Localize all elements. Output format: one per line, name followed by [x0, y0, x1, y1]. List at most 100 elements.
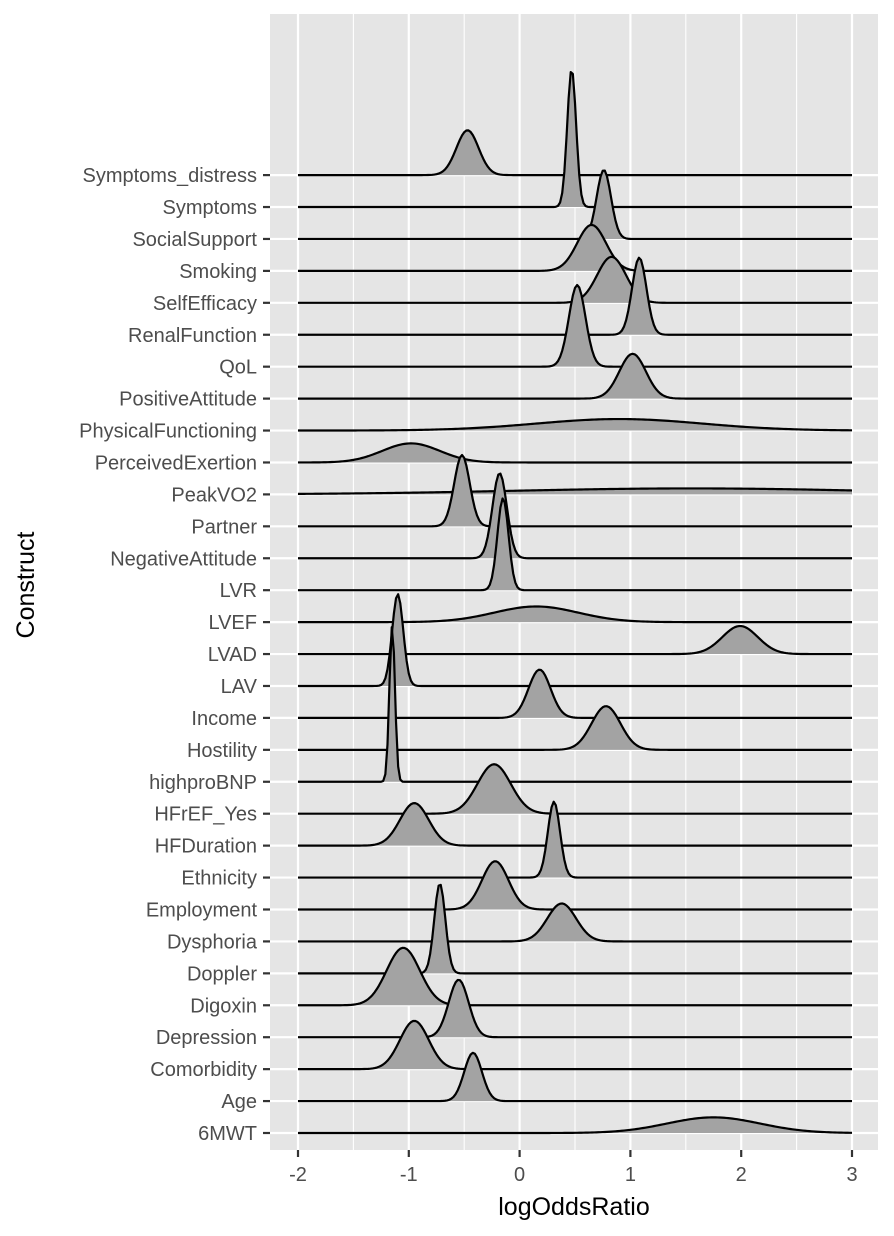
ridge-QoL [298, 283, 852, 368]
y-tick-label: LVEF [208, 612, 257, 634]
ridge-outline [298, 763, 852, 815]
y-axis-title: Construct [12, 531, 40, 638]
y-tick-label: LAV [221, 676, 258, 698]
y-tick-label: NegativeAttitude [110, 548, 257, 570]
ridge-outline [298, 417, 853, 432]
x-tick-label: -2 [289, 1164, 307, 1186]
ridge-outline [298, 497, 852, 592]
x-tick-label: 2 [736, 1164, 747, 1186]
y-tick-label: LVAD [208, 644, 257, 666]
ridge-outline [298, 1051, 852, 1103]
x-axis-title: logOddsRatio [498, 1193, 649, 1221]
y-tick-label: Digoxin [190, 995, 257, 1017]
y-tick-label: Ethnicity [181, 868, 257, 890]
ridge-PerceivedExertion [298, 442, 852, 464]
ridge-PositiveAttitude [298, 352, 852, 400]
y-tick-label: PerceivedExertion [95, 452, 257, 474]
y-tick-label: Partner [191, 516, 257, 538]
ridges [297, 70, 853, 1135]
ridge-LVEF [298, 605, 852, 624]
ridge-outline [298, 169, 852, 241]
ridge-outline [298, 1019, 852, 1071]
y-tick-label: Doppler [187, 963, 257, 985]
ridge-outline [298, 802, 852, 847]
ridge-Depression [298, 978, 852, 1039]
ridge-outline [298, 902, 852, 943]
x-tick-label: 0 [514, 1164, 525, 1186]
x-tick-label: 1 [625, 1164, 636, 1186]
ridge-NegativeAttitude [298, 472, 852, 560]
x-axis: -2 -1 0 1 2 3 [289, 1150, 858, 1186]
x-tick-label: 3 [846, 1164, 857, 1186]
y-tick-label: Hostility [187, 740, 257, 762]
ridge-6MWT [298, 1116, 853, 1135]
y-axis: 6MWT Age Comorbidity Depression Digoxin Doppl… [79, 165, 270, 1145]
ridge-Digoxin [298, 946, 852, 1007]
y-tick-label: HFrEF_Yes [154, 804, 257, 826]
ridge-PeakVO2 [297, 487, 853, 495]
ridge-Comorbidity [298, 1019, 852, 1071]
ridge-Ethnicity [298, 800, 852, 879]
ridge-outline [298, 453, 852, 528]
ridge-fill [298, 903, 852, 942]
ridge-outline [298, 860, 852, 911]
ridge-LVR [298, 497, 852, 592]
ridge-outline [298, 626, 852, 783]
y-tick-label: Income [191, 708, 257, 730]
ridge-outline [298, 442, 852, 464]
y-tick-label: Dysphoria [167, 931, 258, 953]
y-tick-label: Depression [156, 1027, 257, 1049]
ridge-SocialSupport [298, 169, 852, 241]
ridge-HFDuration [298, 802, 852, 847]
ridge-outline [298, 800, 852, 879]
y-tick-label: Employment [146, 899, 258, 921]
ridge-fill [298, 606, 852, 623]
ridge-fill [298, 1020, 852, 1070]
ridge-outline [298, 223, 852, 272]
y-tick-label: PositiveAttitude [119, 389, 257, 411]
y-tick-label: Symptoms [163, 197, 257, 219]
ridge-highproBNP [298, 626, 852, 783]
ridge-fill [298, 1117, 852, 1133]
ridge-PhysicalFunctioning [298, 417, 853, 432]
ridge-fill [298, 285, 852, 367]
ridge-outline [298, 472, 852, 560]
y-tick-label: highproBNP [149, 772, 257, 794]
ridge-outline [298, 1116, 853, 1135]
ridge-outline [298, 605, 852, 624]
ridge-fill [298, 803, 852, 846]
ridge-outline [298, 946, 852, 1007]
y-tick-label: Smoking [179, 261, 257, 283]
ridge-outline [298, 283, 852, 368]
ridge-Dysphoria [298, 902, 852, 943]
y-tick-label: PeakVO2 [171, 484, 257, 506]
ridge-Employment [298, 860, 852, 911]
ridge-HFrEF_Yes [298, 763, 852, 815]
ridge-fill [298, 443, 852, 463]
ridge-Partner [298, 453, 852, 528]
ridge-fill [298, 947, 852, 1006]
ridge-outline [298, 352, 852, 400]
y-tick-label: RenalFunction [128, 325, 257, 347]
ridge-fill [298, 626, 852, 655]
y-tick-label: 6MWT [198, 1123, 257, 1145]
ridge-fill [298, 419, 852, 431]
y-tick-label: SocialSupport [132, 229, 257, 251]
ridge-outline [298, 70, 852, 209]
y-tick-label: HFDuration [155, 836, 257, 858]
y-tick-label: LVR [220, 580, 257, 602]
ridge-Age [298, 1051, 852, 1103]
y-tick-label: SelfEfficacy [153, 293, 257, 315]
ridge-Symptoms [298, 70, 852, 209]
y-tick-label: Age [221, 1091, 257, 1113]
y-tick-label: Comorbidity [150, 1059, 257, 1081]
ridge-outline [298, 978, 852, 1039]
ridge-outline [297, 487, 853, 495]
y-tick-label: Symptoms_distress [83, 165, 258, 187]
ridge-Smoking [298, 223, 852, 272]
x-tick-label: -1 [400, 1164, 418, 1186]
y-tick-label: QoL [219, 357, 257, 379]
y-tick-label: PhysicalFunctioning [79, 421, 257, 443]
ridge-fill [298, 72, 852, 208]
